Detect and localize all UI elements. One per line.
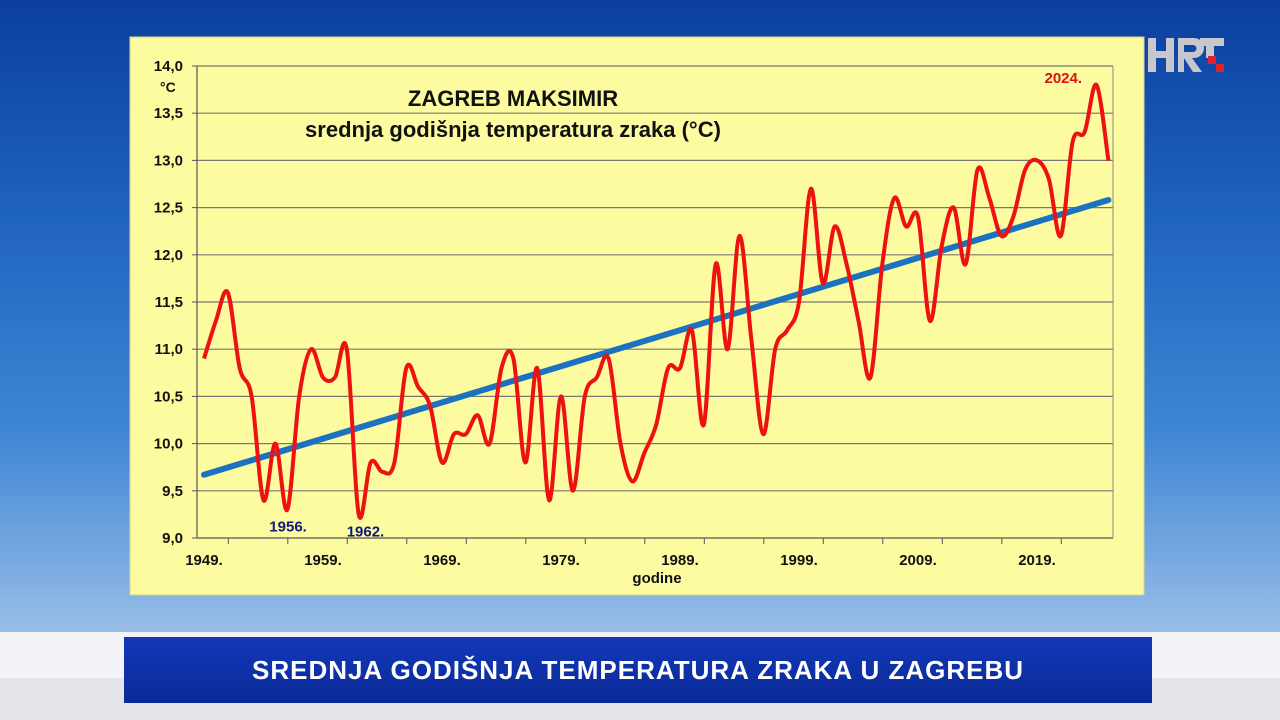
- y-tick-label: 13,0: [154, 152, 183, 169]
- y-tick-label: 12,0: [154, 247, 183, 264]
- x-axis-label: godine: [632, 570, 681, 587]
- chart-subtitle: srednja godišnja temperatura zraka (°C): [305, 117, 721, 142]
- caption-text: SREDNJA GODIŠNJA TEMPERATURA ZRAKA U ZAG…: [251, 654, 1025, 685]
- x-axis: 1949. 1959. 1969. 1979. 1989. 1999. 2009. 2019.: [185, 538, 1062, 569]
- chart-panel: [129, 36, 1145, 596]
- annotation-2024: 2024.: [1045, 70, 1083, 87]
- y-tick-label: 11,0: [155, 341, 183, 358]
- x-tick-label: 1959.: [304, 552, 342, 569]
- y-tick-label: 9,0: [162, 530, 183, 547]
- trend-line: [201, 197, 1112, 478]
- x-tick-label: 2009.: [899, 552, 937, 569]
- y-unit-label: °C: [160, 79, 176, 95]
- annotation-1956: 1956.: [269, 519, 307, 536]
- x-tick-label: 1979.: [542, 552, 580, 569]
- y-tick-label: 13,5: [154, 105, 183, 122]
- x-tick-label: 1999.: [780, 552, 818, 569]
- x-tick-label: 1949.: [185, 552, 223, 569]
- y-tick-label: 14,0: [154, 58, 183, 75]
- chart-title: ZAGREB MAKSIMIR: [408, 86, 618, 111]
- x-tick-label: 2019.: [1018, 552, 1056, 569]
- y-tick-label: 10,0: [154, 436, 183, 453]
- y-axis: 9,0 9,5 10,0 10,5 11,0 11,5 12,0 12,5 13,0 13,5 14…: [154, 58, 197, 547]
- x-tick-label: 1969.: [423, 552, 461, 569]
- x-tick-label: 1989.: [661, 552, 699, 569]
- hrt-logo: [1148, 38, 1224, 72]
- y-tick-label: 10,5: [154, 388, 183, 405]
- y-tick-label: 9,5: [162, 483, 183, 500]
- y-tick-label: 11,5: [155, 294, 183, 311]
- temperature-series-line: [202, 82, 1111, 520]
- annotation-1962: 1962.: [347, 523, 385, 540]
- caption-banner: SREDNJA GODIŠNJA TEMPERATURA ZRAKA U ZAG…: [124, 637, 1152, 703]
- y-tick-label: 12,5: [154, 200, 183, 217]
